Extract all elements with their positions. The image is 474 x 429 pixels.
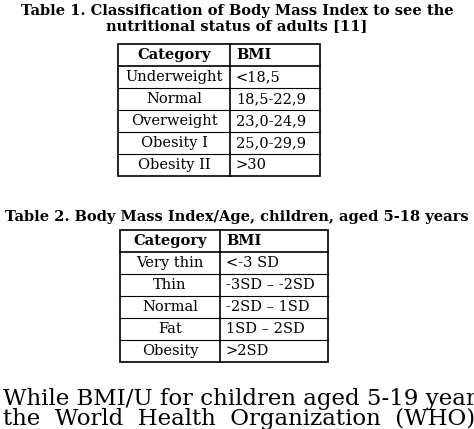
Bar [118, 44, 320, 176]
Text: Normal: Normal [142, 300, 198, 314]
Text: -3SD – -2SD: -3SD – -2SD [226, 278, 315, 292]
Text: <18,5: <18,5 [236, 70, 281, 84]
Text: Obesity II: Obesity II [137, 158, 210, 172]
Text: nutritional status of adults [11]: nutritional status of adults [11] [106, 19, 368, 33]
Text: BMI: BMI [236, 48, 271, 62]
Text: the  World  Health  Organization  (WHO): the World Health Organization (WHO) [3, 408, 474, 429]
Text: Fat: Fat [158, 322, 182, 336]
Text: 18,5-22,9: 18,5-22,9 [236, 92, 306, 106]
Text: Normal: Normal [146, 92, 202, 106]
Text: Very thin: Very thin [137, 256, 204, 270]
Text: Overweight: Overweight [131, 114, 217, 128]
Text: 25,0-29,9: 25,0-29,9 [236, 136, 306, 150]
Text: -2SD – 1SD: -2SD – 1SD [226, 300, 310, 314]
Text: >2SD: >2SD [226, 344, 269, 358]
Text: Category: Category [137, 48, 211, 62]
Text: Table 1. Classification of Body Mass Index to see the: Table 1. Classification of Body Mass Ind… [21, 4, 453, 18]
Bar [120, 230, 328, 362]
Text: Obesity: Obesity [142, 344, 198, 358]
Text: Underweight: Underweight [125, 70, 223, 84]
Text: 23,0-24,9: 23,0-24,9 [236, 114, 306, 128]
Text: Table 2. Body Mass Index/Age, children, aged 5-18 years [12]: Table 2. Body Mass Index/Age, children, … [5, 210, 474, 224]
Text: Obesity I: Obesity I [141, 136, 208, 150]
Text: Thin: Thin [153, 278, 187, 292]
Text: Category: Category [133, 234, 207, 248]
Text: <-3 SD: <-3 SD [226, 256, 279, 270]
Text: >30: >30 [236, 158, 267, 172]
Text: While BMI/U for children aged 5-19 years,: While BMI/U for children aged 5-19 years… [3, 388, 474, 410]
Text: BMI: BMI [226, 234, 261, 248]
Text: 1SD – 2SD: 1SD – 2SD [226, 322, 305, 336]
